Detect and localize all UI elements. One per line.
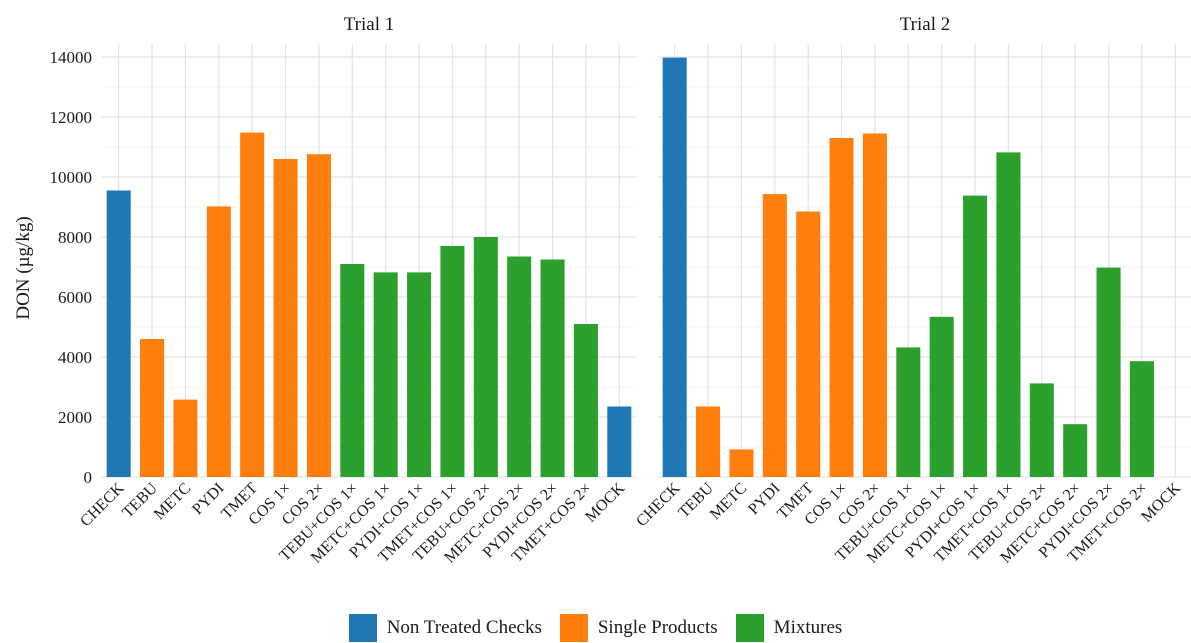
legend-label: Non Treated Checks — [386, 617, 542, 638]
y-tick-label: 12000 — [50, 108, 93, 127]
legend-item-non-treated-checks: Non Treated Checks — [348, 614, 542, 642]
x-tick-label: CHECK — [633, 479, 684, 530]
legend-item-single-products: Single Products — [559, 614, 718, 642]
y-tick-label: 0 — [84, 468, 93, 487]
legend-item-mixtures: Mixtures — [735, 614, 843, 642]
bar — [407, 272, 432, 477]
bar — [440, 246, 465, 477]
bar — [696, 406, 721, 477]
y-tick-label: 8000 — [58, 228, 92, 247]
bar — [996, 152, 1021, 477]
bar — [963, 195, 988, 477]
legend: Non Treated Checks Single Products Mixtu… — [0, 613, 1191, 643]
y-tick-label: 14000 — [50, 48, 93, 67]
bar — [1029, 383, 1054, 477]
y-tick-label: 2000 — [58, 408, 92, 427]
bar — [762, 194, 787, 477]
bar — [862, 133, 887, 477]
bar — [729, 449, 754, 477]
bar — [796, 211, 821, 477]
legend-label: Mixtures — [773, 617, 843, 638]
y-tick-label: 10000 — [50, 168, 93, 187]
bar — [1129, 361, 1154, 477]
bar — [662, 57, 687, 477]
y-tick-label: 4000 — [58, 348, 92, 367]
bar — [829, 138, 854, 477]
bar — [929, 316, 954, 477]
legend-swatch — [348, 614, 377, 642]
legend-label: Single Products — [597, 617, 718, 638]
bar — [140, 339, 165, 477]
bar — [540, 259, 565, 477]
x-tick-label: METC — [707, 480, 750, 523]
bar — [473, 237, 498, 477]
x-tick-label: CHECK — [77, 479, 128, 530]
panel-title: Trial 2 — [900, 14, 951, 35]
bar — [340, 264, 365, 477]
bar — [607, 406, 632, 477]
bar — [1096, 267, 1121, 477]
bar — [507, 256, 532, 477]
bar — [1063, 424, 1088, 477]
legend-swatch — [735, 614, 764, 642]
bar — [106, 190, 131, 477]
bar — [240, 132, 265, 477]
bar — [896, 347, 921, 477]
legend-swatch — [559, 614, 588, 642]
chart-panels: 0 2000 4000 6000 8000 10000 12000 14000 Trial 1 C… — [50, 14, 1191, 567]
x-tick-label: METC — [151, 480, 194, 523]
y-axis-label: DON (µg/kg) — [13, 216, 34, 319]
bar — [306, 154, 331, 477]
bar — [373, 272, 398, 477]
bar — [206, 206, 231, 477]
panel-title: Trial 1 — [344, 14, 395, 35]
y-tick-label: 6000 — [58, 288, 92, 307]
bar — [273, 159, 298, 477]
bar — [173, 399, 198, 477]
bar — [573, 324, 598, 477]
